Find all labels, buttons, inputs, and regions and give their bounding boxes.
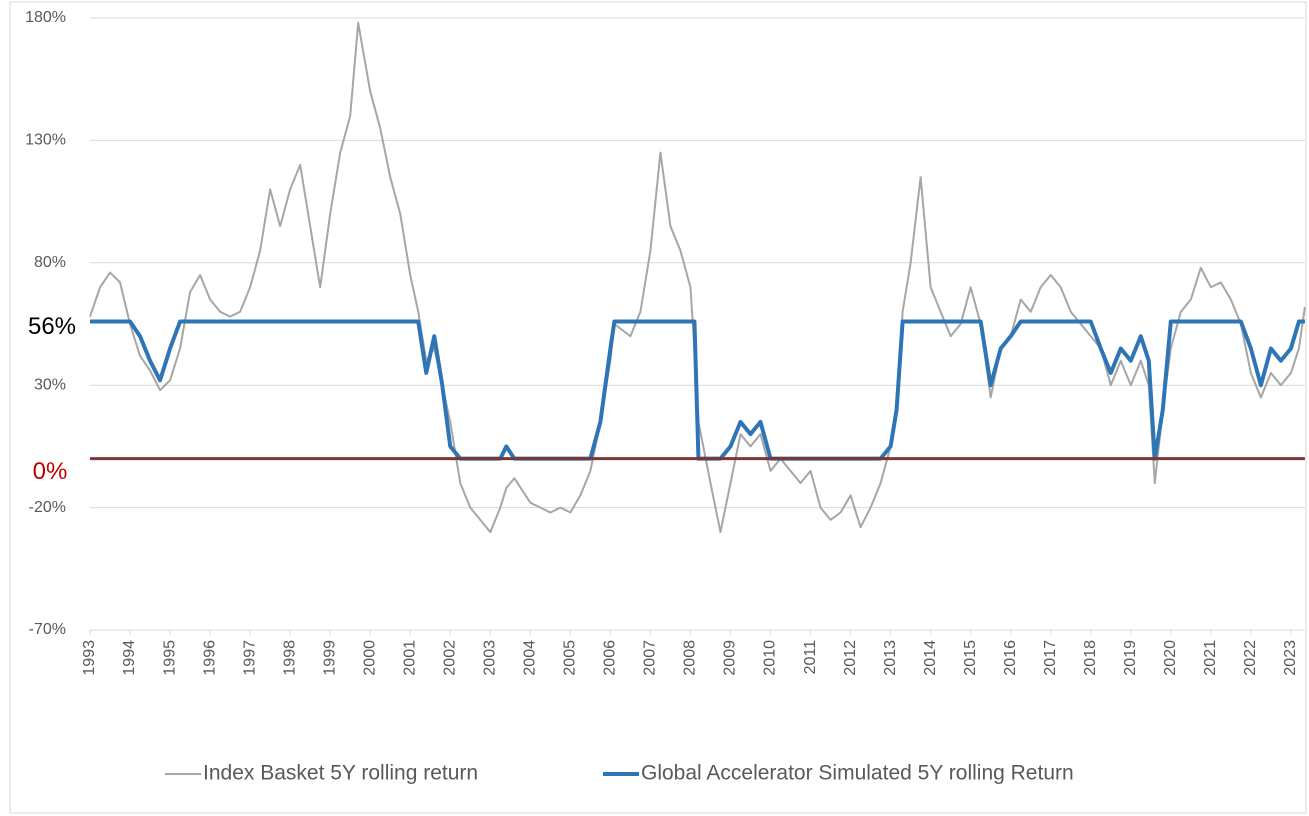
x-tick-label: 2021 — [1202, 640, 1219, 676]
x-tick-label: 1993 — [81, 640, 98, 676]
legend-label: Global Accelerator Simulated 5Y rolling … — [641, 762, 1074, 785]
y-tick-label: -20% — [29, 499, 66, 516]
x-tick-label: 2018 — [1082, 640, 1099, 676]
x-tick-label: 2022 — [1242, 640, 1259, 676]
x-tick-label: 2019 — [1122, 640, 1139, 676]
x-tick-label: 2012 — [842, 640, 859, 676]
x-tick-label: 1998 — [281, 640, 298, 676]
annotation: 56% — [28, 313, 76, 340]
x-tick-label: 2001 — [401, 640, 418, 676]
x-tick-label: 2008 — [682, 640, 699, 676]
x-tick-label: 1999 — [321, 640, 338, 676]
x-tick-label: 2005 — [562, 640, 579, 676]
x-tick-label: 2002 — [441, 640, 458, 676]
chart-frame — [9, 1, 1307, 814]
y-tick-label: 180% — [25, 9, 66, 26]
x-tick-label: 2003 — [482, 640, 499, 676]
x-tick-label: 2013 — [882, 640, 899, 676]
x-tick-label: 2015 — [962, 640, 979, 676]
legend-label: Index Basket 5Y rolling return — [203, 762, 478, 785]
x-tick-label: 2000 — [361, 640, 378, 676]
y-tick-label: -70% — [29, 621, 66, 638]
x-tick-label: 2023 — [1282, 640, 1299, 676]
y-tick-label: 130% — [25, 132, 66, 149]
x-tick-label: 2014 — [922, 640, 939, 676]
x-tick-label: 1995 — [161, 640, 178, 676]
x-tick-label: 2017 — [1042, 640, 1059, 676]
x-tick-label: 1996 — [201, 640, 218, 676]
annotation: 0% — [33, 458, 68, 485]
x-tick-label: 1994 — [121, 640, 138, 676]
x-tick-label: 2020 — [1162, 640, 1179, 676]
x-tick-label: 2006 — [602, 640, 619, 676]
x-tick-label: 2016 — [1002, 640, 1019, 676]
x-tick-label: 2009 — [722, 640, 739, 676]
x-tick-label: 2007 — [642, 640, 659, 676]
y-tick-label: 80% — [34, 254, 66, 271]
y-tick-label: 30% — [34, 376, 66, 393]
x-tick-label: 2004 — [522, 640, 539, 676]
x-tick-label: 1997 — [241, 640, 258, 676]
x-tick-label: 2011 — [802, 640, 819, 675]
x-tick-label: 2010 — [762, 640, 779, 676]
